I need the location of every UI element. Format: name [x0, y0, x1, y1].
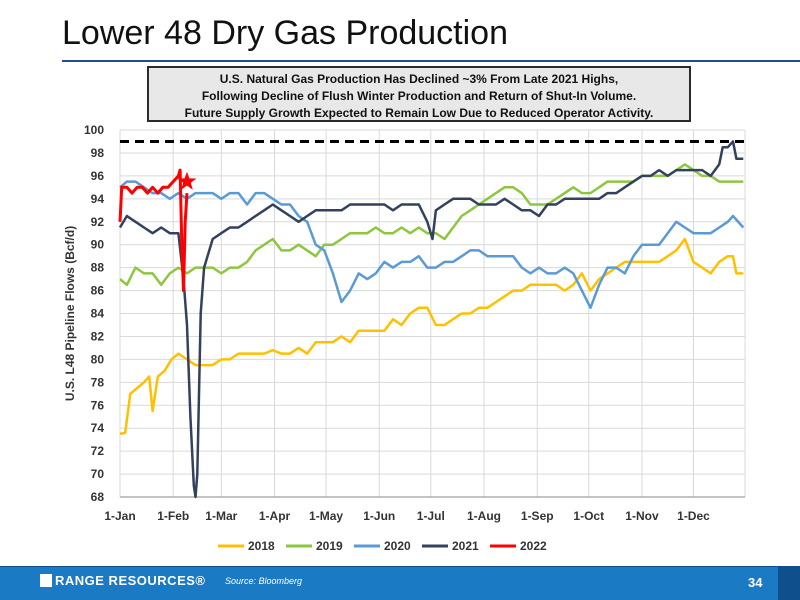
callout-line-2: Following Decline of Flush Winter Produc…	[201, 89, 637, 103]
y-tick-label: 70	[91, 467, 105, 481]
legend-label-2020: 2020	[384, 539, 411, 553]
y-tick-label: 98	[91, 146, 105, 160]
callout-box: U.S. Natural Gas Production Has Declined…	[147, 66, 691, 122]
gas-production-chart: 68 70 72 74 76 78 80 82 84 86 88 90 92 94 96 98 100 1-Jan…	[63, 123, 746, 553]
source-note: Source: Bloomberg	[225, 576, 303, 586]
x-tick-label: 1-Jan	[104, 509, 135, 523]
x-tick-label: 1-Mar	[205, 509, 237, 523]
x-tick-label: 1-Oct	[573, 509, 604, 523]
star-marker-icon	[177, 171, 197, 190]
x-tick-label: 1-Nov	[625, 509, 659, 523]
callout-line-3: Future Supply Growth Expected to Remain …	[184, 106, 654, 120]
footer-bar	[0, 567, 800, 600]
y-tick-label: 74	[91, 421, 105, 435]
y-tick-label: 76	[91, 398, 105, 412]
y-tick-label: 96	[91, 169, 105, 183]
x-tick-label: 1-Jun	[363, 509, 395, 523]
y-tick-label: 100	[84, 123, 104, 137]
y-tick-label: 92	[91, 215, 105, 229]
y-tick-label: 84	[91, 307, 105, 321]
x-tick-label: 1-Dec	[677, 509, 710, 523]
logo-text: RANGE RESOURCES®	[55, 573, 206, 588]
y-axis-title: U.S. L48 Pipeline Flows (Bcf/d)	[63, 226, 77, 401]
x-tick-label: 1-Jul	[417, 509, 445, 523]
series-line-2018	[119, 237, 744, 436]
y-tick-label: 78	[91, 375, 105, 389]
legend-label-2021: 2021	[452, 539, 479, 553]
legend-label-2019: 2019	[316, 539, 343, 553]
callout-line-1: U.S. Natural Gas Production Has Declined…	[219, 72, 619, 86]
title-rule	[62, 60, 800, 62]
y-tick-label: 86	[91, 284, 105, 298]
x-tick-label: 1-Sep	[521, 509, 554, 523]
series-line-2021	[118, 140, 744, 499]
range-resources-logo: RANGE RESOURCES®	[40, 573, 206, 588]
series-line-2020	[119, 180, 745, 310]
y-tick-label: 90	[91, 238, 105, 252]
y-tick-label: 80	[91, 352, 105, 366]
x-tick-label: 1-Aug	[467, 509, 501, 523]
logo-mark-icon	[40, 574, 52, 587]
legend-label-2018: 2018	[248, 539, 275, 553]
y-tick-label: 68	[91, 490, 105, 504]
footer-corner	[778, 567, 800, 600]
slide-title: Lower 48 Dry Gas Production	[62, 14, 508, 52]
y-tick-label: 82	[91, 329, 105, 343]
x-tick-label: 1-Feb	[157, 509, 189, 523]
page-number: 34	[748, 575, 763, 590]
series-line-2022	[118, 168, 189, 293]
x-tick-label: 1-May	[309, 509, 343, 523]
y-tick-label: 94	[91, 192, 105, 206]
y-tick-label: 72	[91, 444, 105, 458]
legend-label-2022: 2022	[520, 539, 547, 553]
y-tick-label: 88	[91, 261, 105, 275]
x-tick-label: 1-Apr	[259, 509, 291, 523]
